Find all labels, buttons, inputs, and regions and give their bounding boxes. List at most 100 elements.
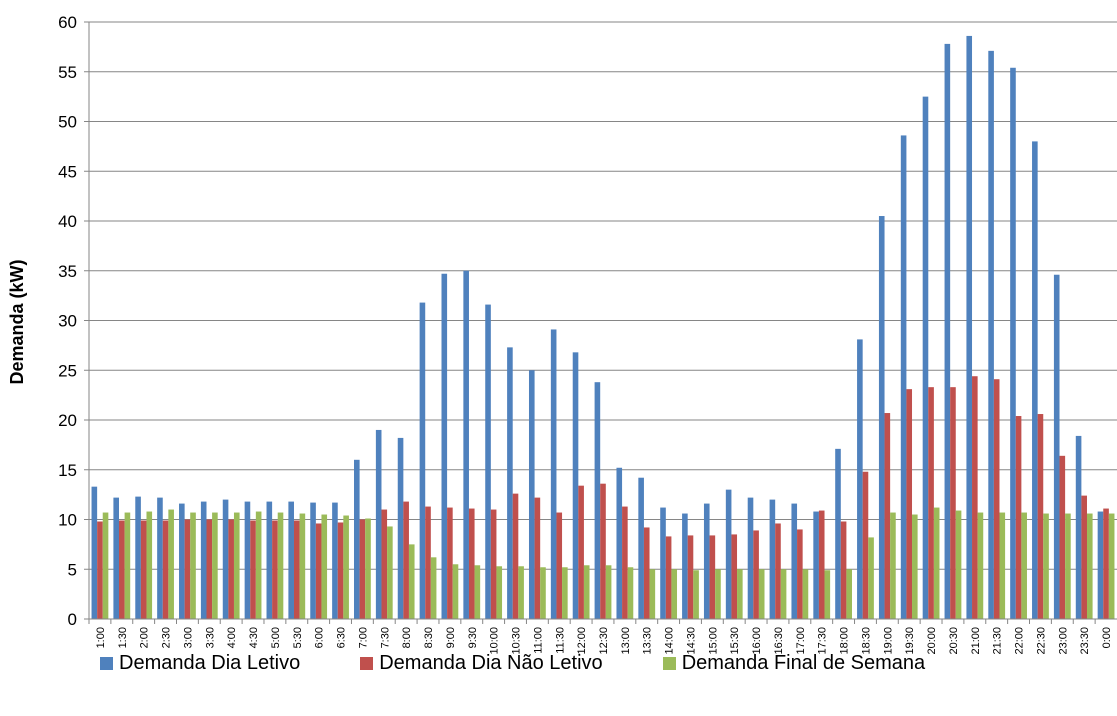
y-axis-ticks: 0 5 10 15 20 25 30 35 40 45 50 55 60 xyxy=(58,13,89,629)
bar-final-de-semana xyxy=(737,569,743,619)
x-tick-label: 9:30 xyxy=(467,627,479,648)
bars xyxy=(91,35,1115,620)
bar-dia-nao-letivo xyxy=(140,520,147,619)
y-tick-label: 50 xyxy=(58,113,77,132)
x-tick-label: 21:00 xyxy=(970,627,982,655)
x-tick-label: 1:00 xyxy=(95,627,107,648)
bar-dia-letivo xyxy=(419,302,426,619)
bar-final-de-semana xyxy=(890,512,896,619)
bar-dia-letivo xyxy=(135,496,141,619)
bar-dia-nao-letivo xyxy=(425,506,431,619)
bar-dia-nao-letivo xyxy=(578,485,584,619)
bar-dia-nao-letivo xyxy=(622,506,628,619)
bar-final-de-semana xyxy=(1086,513,1093,619)
x-tick-label: 4:30 xyxy=(248,627,260,648)
bar-final-de-semana xyxy=(343,515,349,619)
bar-dia-nao-letivo xyxy=(643,527,650,619)
y-tick-label: 60 xyxy=(58,13,77,32)
bar-dia-nao-letivo xyxy=(1059,455,1066,619)
bar-dia-nao-letivo xyxy=(490,509,497,619)
x-tick-label: 15:00 xyxy=(707,627,719,655)
bar-dia-letivo xyxy=(375,429,382,619)
bar-final-de-semana xyxy=(452,564,459,619)
bar-dia-letivo xyxy=(922,96,929,619)
bar-final-de-semana xyxy=(212,512,218,619)
bar-final-de-semana xyxy=(277,512,284,619)
bar-dia-nao-letivo xyxy=(534,497,541,619)
x-tick-label: 21:30 xyxy=(992,627,1004,655)
bar-final-de-semana xyxy=(780,569,787,619)
bar-dia-nao-letivo xyxy=(1037,414,1044,619)
bar-final-de-semana xyxy=(955,510,962,619)
x-tick-label: 18:30 xyxy=(860,627,872,655)
bar-dia-letivo xyxy=(200,501,207,619)
bar-dia-letivo xyxy=(572,352,579,619)
bar-dia-letivo xyxy=(222,499,229,619)
x-tick-label: 6:30 xyxy=(336,627,348,648)
x-tick-label: 0:00 xyxy=(1101,627,1113,648)
y-tick-label: 20 xyxy=(58,411,77,430)
bar-final-de-semana xyxy=(605,565,612,619)
x-tick-label: 10:30 xyxy=(511,627,523,655)
bar-final-de-semana xyxy=(233,512,240,619)
bar-dia-letivo xyxy=(244,501,251,619)
bar-dia-nao-letivo xyxy=(272,520,278,619)
bar-dia-nao-letivo xyxy=(162,520,169,619)
x-tick-label: 15:30 xyxy=(729,627,741,655)
bar-dia-letivo xyxy=(835,448,841,619)
bar-final-de-semana xyxy=(430,557,437,619)
bar-dia-letivo xyxy=(550,329,557,619)
bar-dia-nao-letivo xyxy=(381,509,388,619)
bar-dia-letivo xyxy=(769,499,776,619)
bar-dia-letivo xyxy=(660,507,666,619)
legend-swatch-dia-letivo xyxy=(100,657,113,670)
bar-dia-nao-letivo xyxy=(250,520,256,619)
x-tick-label: 16:00 xyxy=(751,627,763,655)
bar-dia-letivo xyxy=(507,347,513,619)
bar-dia-letivo xyxy=(682,513,688,619)
bar-final-de-semana xyxy=(124,512,131,619)
bar-dia-letivo xyxy=(310,502,316,619)
bar-final-de-semana xyxy=(671,569,678,619)
x-tick-label: 11:30 xyxy=(554,627,566,654)
bar-final-de-semana xyxy=(168,509,174,619)
bar-dia-nao-letivo xyxy=(228,519,234,619)
bar-dia-nao-letivo xyxy=(403,501,409,619)
bar-final-de-semana xyxy=(802,569,809,619)
x-tick-label: 8:30 xyxy=(423,627,435,648)
bar-final-de-semana xyxy=(846,569,852,619)
bar-final-de-semana xyxy=(518,566,524,619)
bar-final-de-semana xyxy=(715,569,721,619)
bar-dia-letivo xyxy=(616,467,623,619)
bar-dia-nao-letivo xyxy=(840,521,847,619)
bar-dia-letivo xyxy=(594,382,601,619)
bar-dia-nao-letivo xyxy=(206,519,213,619)
bar-dia-nao-letivo xyxy=(293,520,300,619)
axes xyxy=(88,22,1117,620)
x-tick-label: 5:00 xyxy=(270,627,282,648)
y-tick-label: 15 xyxy=(58,461,77,480)
x-tick-label: 13:00 xyxy=(620,627,632,655)
bar-final-de-semana xyxy=(758,569,765,619)
bar-final-de-semana xyxy=(321,514,328,619)
bar-dia-letivo xyxy=(157,497,163,619)
bar-dia-nao-letivo xyxy=(359,519,366,619)
bar-dia-letivo xyxy=(966,35,973,620)
y-tick-label: 30 xyxy=(58,312,77,331)
y-tick-label: 0 xyxy=(68,610,77,629)
x-tick-label: 22:30 xyxy=(1035,627,1047,655)
bar-dia-nao-letivo xyxy=(906,389,913,619)
bar-dia-nao-letivo xyxy=(119,520,125,619)
x-tick-label: 7:00 xyxy=(357,627,369,648)
x-axis-ticks: 1:00 1:30 2:00 2:30 3:00 3:30 4:00 4:30 5:00 5:30… xyxy=(88,619,1113,655)
bar-final-de-semana xyxy=(190,512,196,619)
bar-dia-letivo xyxy=(944,43,951,619)
legend-label-final-de-semana: Demanda Final de Semana xyxy=(681,652,926,674)
bar-dia-letivo xyxy=(1097,511,1104,619)
bar-dia-letivo xyxy=(878,216,885,619)
bar-final-de-semana xyxy=(387,526,393,619)
bar-final-de-semana xyxy=(912,514,918,619)
bar-dia-nao-letivo xyxy=(731,534,738,619)
x-tick-label: 6:00 xyxy=(314,627,326,648)
bar-dia-letivo xyxy=(813,511,819,619)
